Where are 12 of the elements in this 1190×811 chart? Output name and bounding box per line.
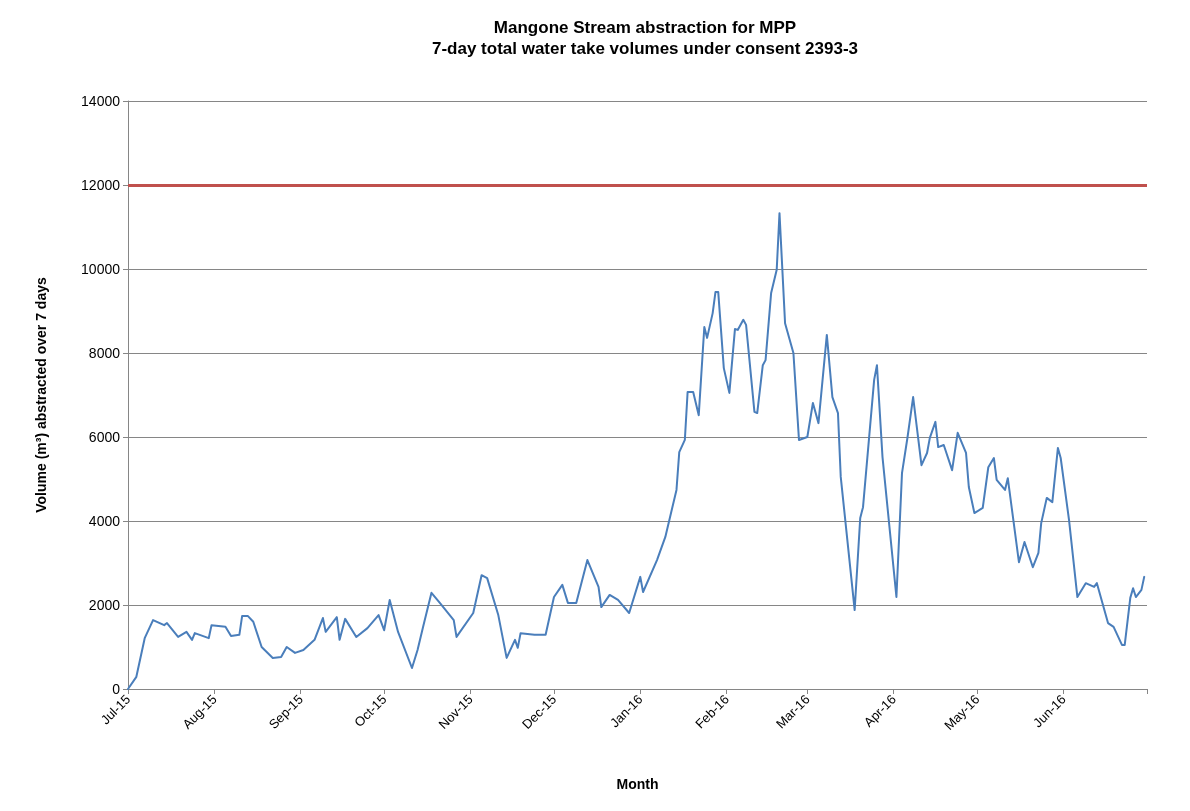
y-tick-label: 8000: [88, 345, 121, 361]
x-axis-title: Month: [616, 776, 659, 792]
y-tick-label: 10000: [81, 261, 121, 277]
y-tick-label: 2000: [88, 597, 121, 613]
chart-title: Mangone Stream abstraction for MPP: [493, 18, 797, 37]
y-tick-label: 14000: [81, 93, 121, 109]
y-tick-label: 4000: [88, 513, 121, 529]
chart-subtitle: 7-day total water take volumes under consent 2393-3: [431, 39, 859, 58]
y-axis-title: Volume (m³) abstracted over 7 days: [33, 277, 49, 513]
y-tick-label: 0: [112, 681, 121, 697]
y-tick-label: 12000: [81, 177, 121, 193]
y-tick-label: 6000: [88, 429, 121, 445]
